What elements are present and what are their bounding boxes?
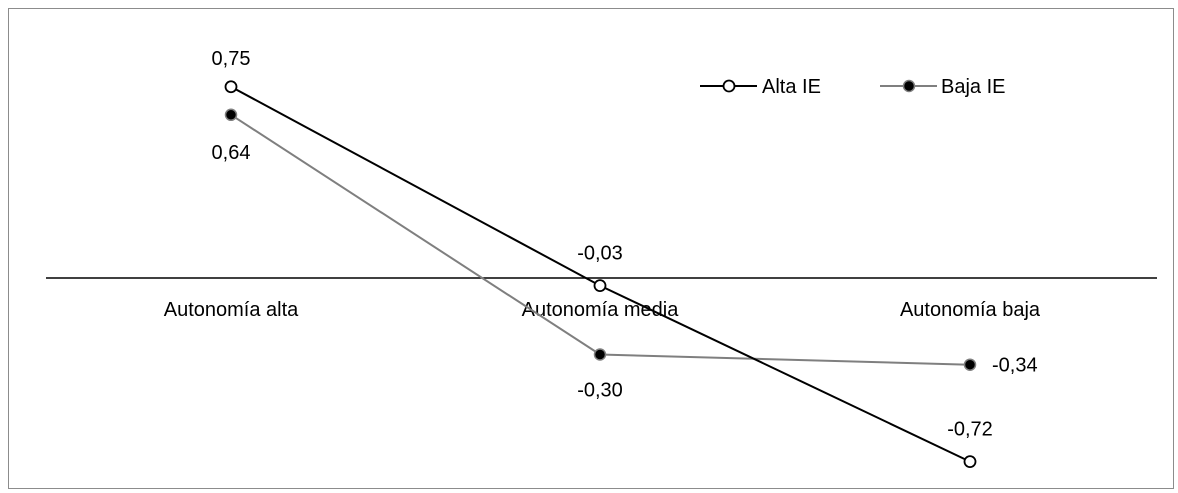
data-label-baja-ie: -0,30 — [577, 380, 623, 402]
series-markers-layer — [224, 80, 977, 469]
legend-marker-baja-ie — [902, 79, 916, 93]
series-line-alta-ie — [230, 85, 971, 463]
series-line-baja-ie — [230, 113, 971, 366]
data-label-alta-ie: 0,75 — [212, 48, 251, 70]
x-tick-label: Autonomía alta — [164, 299, 299, 321]
axis-layer: Autonomía alta Autonomía media Autonomía b… — [46, 277, 1157, 321]
x-tick-label: Autonomía media — [522, 299, 680, 321]
legend: Alta IE Baja IE — [700, 76, 1005, 98]
legend-item-baja-ie: Baja IE — [880, 76, 1005, 98]
data-label-alta-ie: -0,72 — [947, 419, 993, 441]
legend-item-alta-ie: Alta IE — [700, 76, 821, 98]
data-labels-layer: 0,75 -0,03 -0,72 0,64 -0,30 -0,34 — [212, 48, 1038, 441]
data-label-baja-ie: 0,64 — [212, 142, 251, 164]
data-point-baja-ie — [593, 348, 607, 361]
data-point-baja-ie — [224, 108, 238, 122]
legend-marker-alta-ie — [722, 79, 736, 93]
x-tick-label: Autonomía baja — [900, 299, 1041, 321]
data-point-alta-ie — [593, 279, 607, 293]
chart-frame — [8, 8, 1174, 489]
data-label-alta-ie: -0,03 — [577, 243, 623, 265]
data-point-alta-ie — [963, 455, 977, 469]
data-label-baja-ie: -0,34 — [992, 355, 1038, 377]
data-point-baja-ie — [963, 358, 977, 371]
series-lines-layer — [230, 85, 971, 463]
legend-label-alta-ie: Alta IE — [762, 76, 821, 98]
data-point-alta-ie — [224, 80, 238, 94]
legend-label-baja-ie: Baja IE — [941, 76, 1005, 98]
